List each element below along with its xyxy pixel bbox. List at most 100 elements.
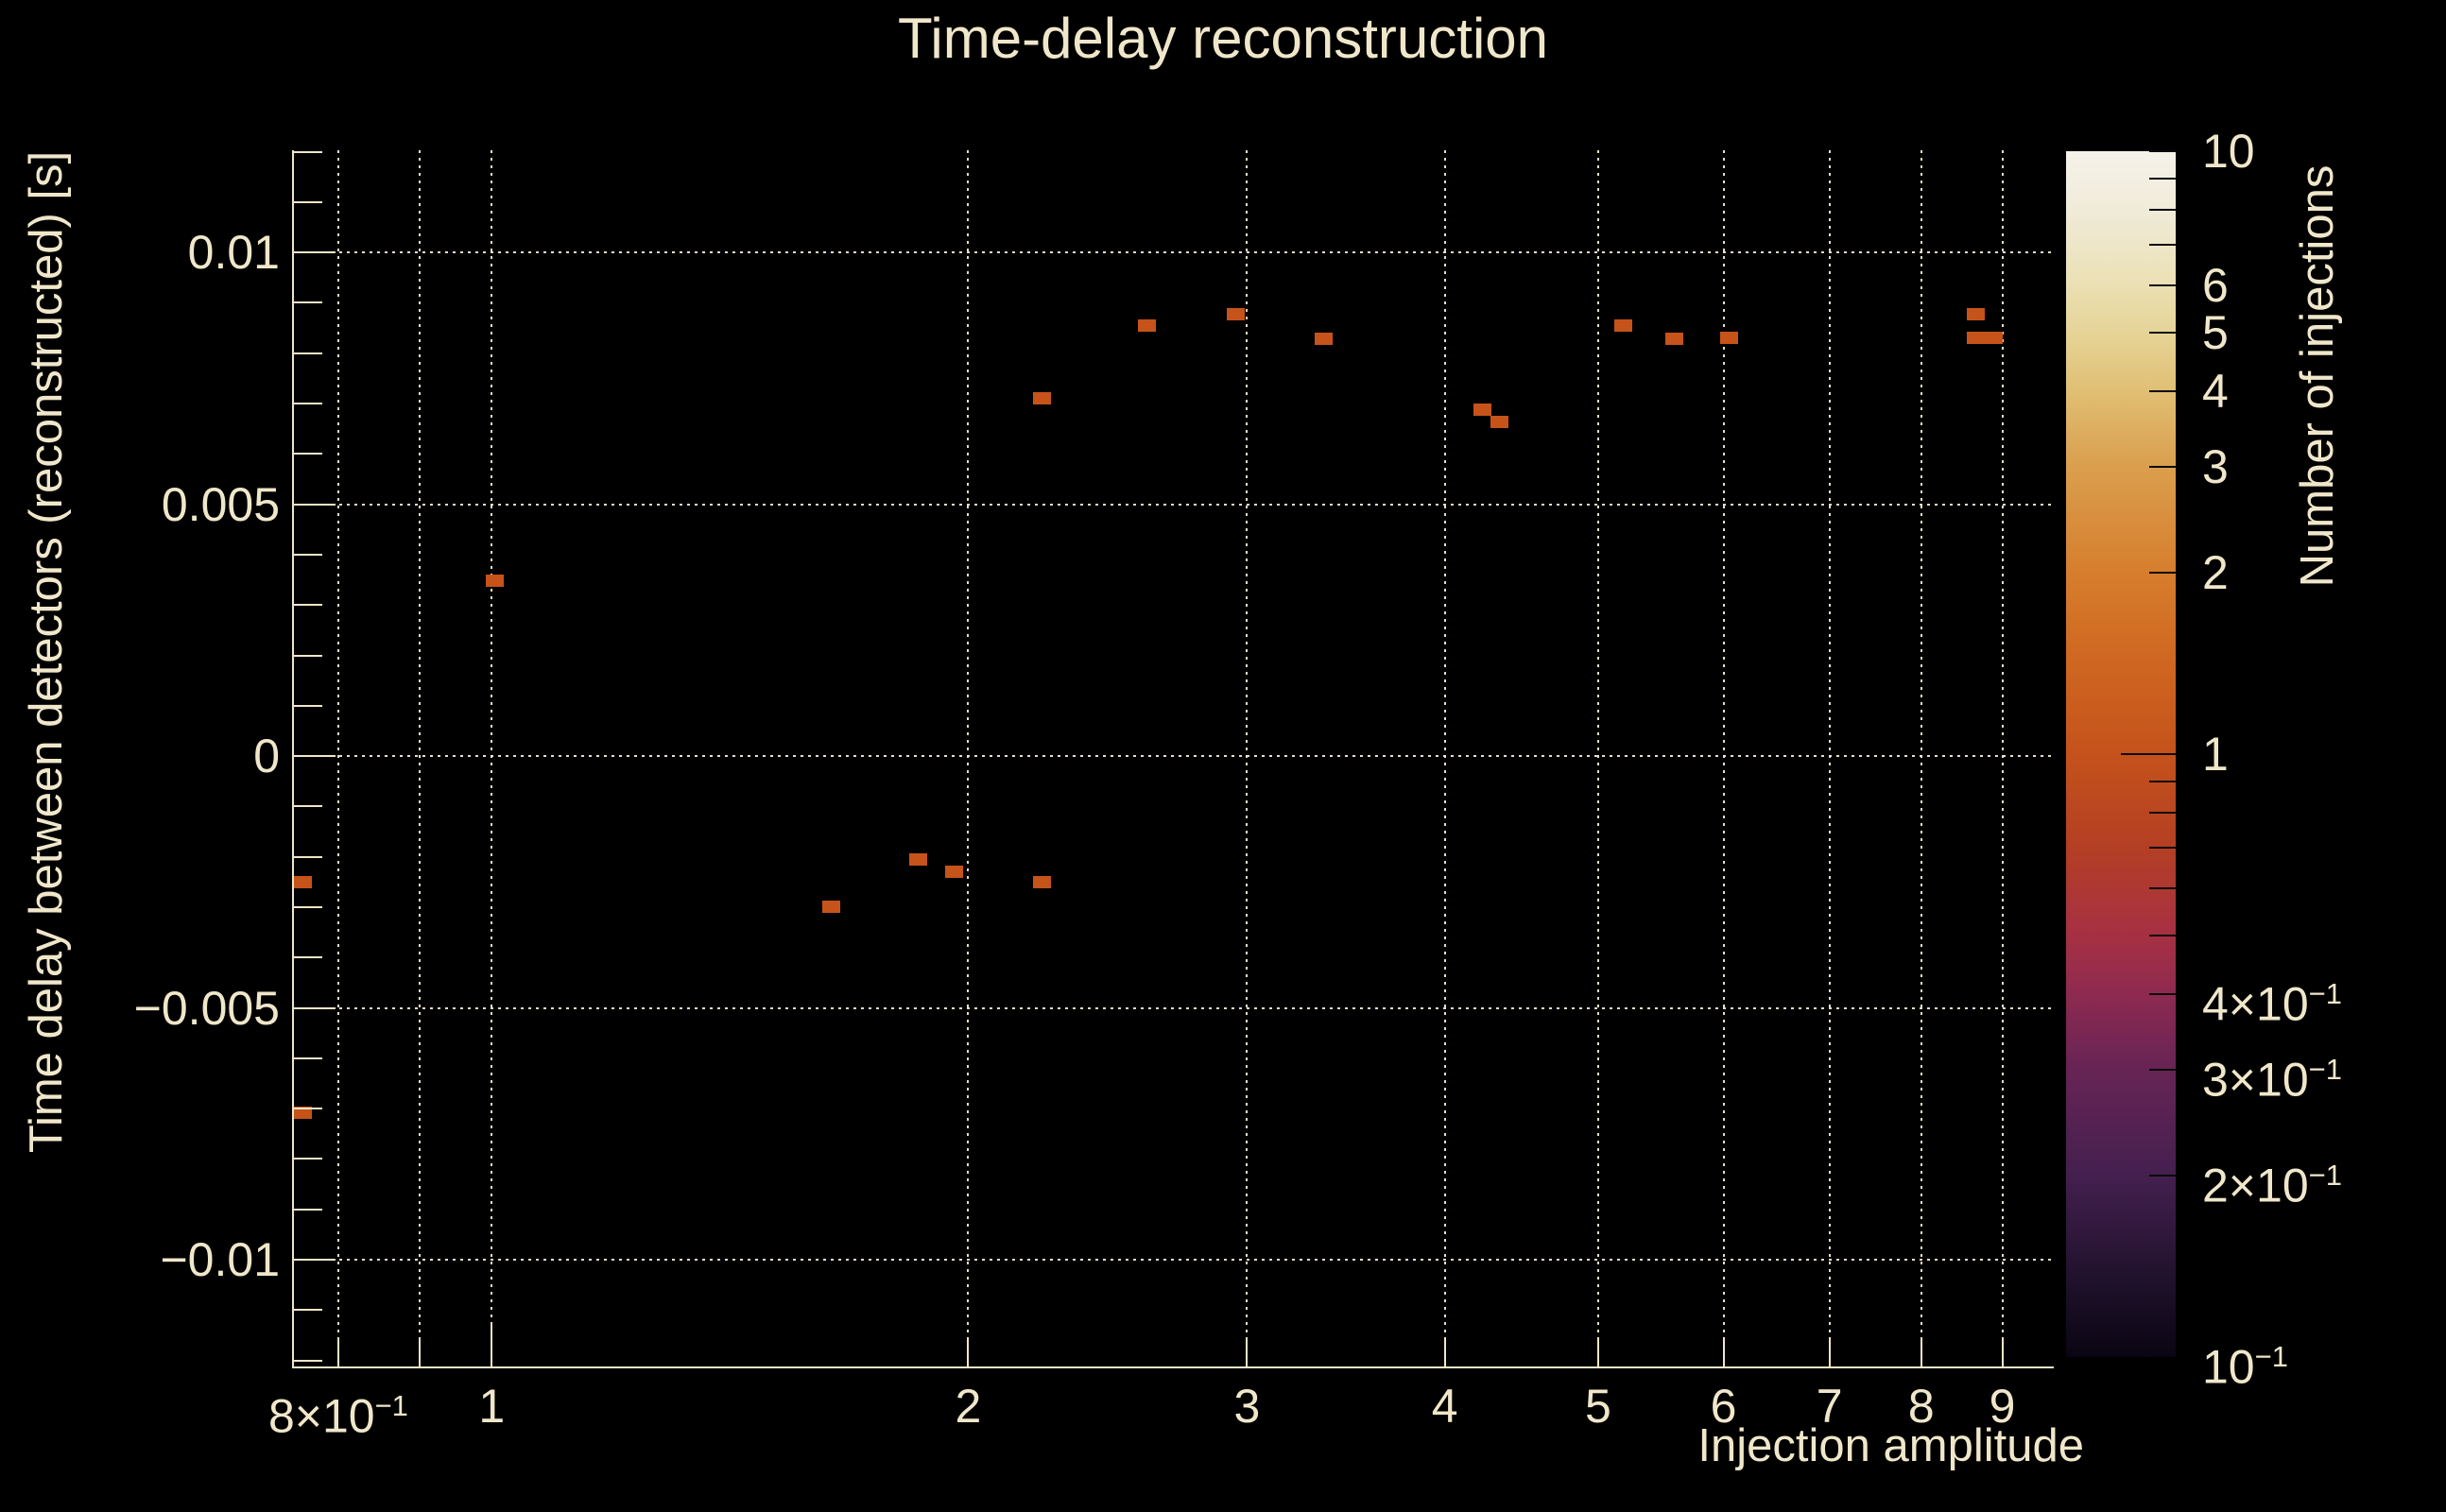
y-axis-line	[292, 150, 294, 1368]
y-axis-title: Time delay between detectors (reconstruc…	[21, 150, 72, 1154]
colorbar-tick	[2149, 465, 2176, 468]
y-minor-tick	[294, 1309, 322, 1312]
x-gridline	[1596, 150, 1599, 1366]
colorbar-tick	[2149, 992, 2176, 995]
x-tick-label: 2	[955, 1380, 982, 1433]
histogram-bin	[908, 852, 927, 866]
x-tick-label: 4	[1431, 1380, 1458, 1433]
colorbar-tick	[2149, 846, 2176, 849]
colorbar-tick	[2149, 571, 2176, 574]
x-tick-label: 7	[1816, 1380, 1843, 1433]
x-axis-line	[292, 1366, 2054, 1368]
colorbar-tick	[2149, 243, 2176, 246]
colorbar-tick	[2149, 178, 2176, 180]
y-minor-tick	[294, 805, 322, 808]
histogram-bin	[1966, 307, 1985, 320]
y-tick-label: −0.005	[133, 981, 280, 1035]
x-gridline	[1828, 150, 1831, 1366]
histogram-bin	[294, 876, 313, 889]
colorbar-tick	[2149, 1174, 2176, 1177]
colorbar-tick	[2149, 332, 2176, 335]
y-minor-tick	[294, 150, 322, 153]
y-minor-tick	[294, 403, 322, 405]
y-gridline	[294, 755, 2054, 758]
y-tick-label: 0.01	[187, 226, 280, 280]
y-minor-tick	[294, 1208, 322, 1211]
y-minor-tick	[294, 654, 322, 657]
y-gridline	[294, 1006, 2054, 1009]
x-gridline	[967, 150, 970, 1366]
x-tick-label: 8	[1907, 1380, 1935, 1433]
histogram-bin	[1985, 332, 2004, 345]
y-minor-tick	[294, 1108, 322, 1110]
y-minor-tick	[294, 301, 322, 304]
colorbar-tick	[2149, 284, 2176, 286]
histogram-bin	[294, 1107, 313, 1120]
histogram-bin	[486, 574, 505, 587]
colorbar-tick-label: 10	[2202, 125, 2255, 178]
x-tick-label: 8×10−1	[267, 1389, 408, 1443]
histogram-bin	[1490, 416, 1508, 429]
histogram-bin	[1032, 875, 1051, 888]
colorbar-tick-label: 2	[2202, 545, 2229, 599]
y-major-tick	[294, 1259, 336, 1262]
colorbar-tick-label: 3	[2202, 439, 2229, 493]
histogram-bin	[1966, 332, 1985, 345]
histogram-bin	[1613, 319, 1632, 333]
colorbar-tick	[2149, 781, 2176, 783]
y-minor-tick	[294, 704, 322, 707]
x-gridline	[418, 150, 421, 1366]
y-major-tick	[294, 755, 336, 758]
colorbar-tick-label: 6	[2202, 258, 2229, 312]
histogram-bin	[1314, 333, 1333, 346]
y-minor-tick	[294, 453, 322, 455]
colorbar-tick-label: 4	[2202, 364, 2229, 418]
colorbar-tick	[2149, 1068, 2176, 1071]
y-gridline	[294, 1259, 2054, 1262]
histogram-bin	[821, 901, 840, 914]
colorbar-tick-label: 3×10−1	[2202, 1052, 2342, 1107]
y-minor-tick	[294, 1359, 322, 1362]
y-minor-tick	[294, 604, 322, 607]
x-tick	[1920, 1338, 1922, 1366]
histogram-bin	[1226, 308, 1245, 321]
x-tick	[1596, 1338, 1599, 1366]
x-tick	[967, 1338, 970, 1366]
x-gridline	[2001, 150, 2004, 1366]
x-tick	[491, 1323, 493, 1366]
x-tick	[1246, 1338, 1249, 1366]
y-minor-tick	[294, 553, 322, 556]
histogram-bin	[1137, 319, 1156, 333]
x-tick	[2001, 1338, 2004, 1366]
x-tick	[1722, 1338, 1725, 1366]
colorbar-tick	[2149, 811, 2176, 814]
x-gridline	[336, 150, 339, 1366]
y-tick-label: 0.005	[161, 477, 280, 531]
x-axis-title: Injection amplitude	[1697, 1420, 2084, 1471]
y-minor-tick	[294, 1057, 322, 1059]
x-gridline	[1443, 150, 1446, 1366]
x-tick	[1828, 1338, 1831, 1366]
y-tick-label: 0	[253, 730, 280, 783]
x-tick	[418, 1338, 421, 1366]
colorbar-tick-label: 10−1	[2202, 1340, 2288, 1394]
y-gridline	[294, 251, 2054, 254]
colorbar-tick	[2149, 389, 2176, 392]
histogram-bin	[1032, 391, 1051, 404]
colorbar-tick	[2149, 886, 2176, 889]
y-major-tick	[294, 251, 336, 254]
x-tick-label: 1	[478, 1380, 506, 1433]
x-gridline	[491, 150, 493, 1366]
colorbar-tick-label: 2×10−1	[2202, 1158, 2342, 1212]
histogram-bin	[1473, 404, 1491, 417]
colorbar-tick-label: 5	[2202, 306, 2229, 360]
x-gridline	[1722, 150, 1725, 1366]
x-gridline	[1246, 150, 1249, 1366]
y-minor-tick	[294, 956, 322, 959]
y-major-tick	[294, 1006, 336, 1009]
x-tick-label: 6	[1710, 1380, 1737, 1433]
x-tick	[336, 1338, 339, 1366]
colorbar-tick-label: 1	[2202, 728, 2229, 781]
y-minor-tick	[294, 352, 322, 354]
